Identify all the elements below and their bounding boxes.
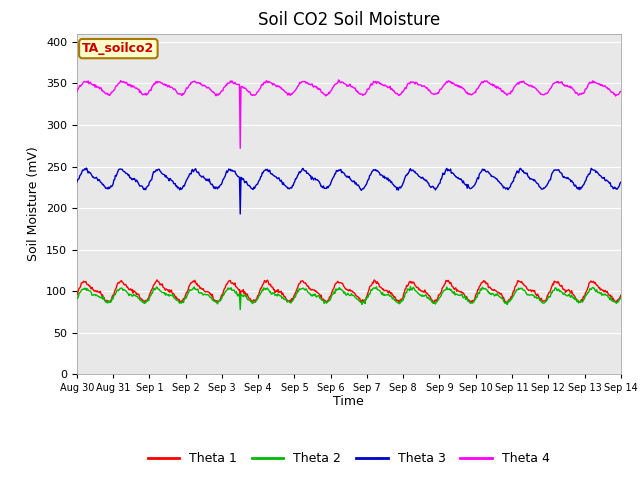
Legend: Theta 1, Theta 2, Theta 3, Theta 4: Theta 1, Theta 2, Theta 3, Theta 4	[143, 447, 554, 470]
Y-axis label: Soil Moisture (mV): Soil Moisture (mV)	[28, 146, 40, 262]
Title: Soil CO2 Soil Moisture: Soil CO2 Soil Moisture	[258, 11, 440, 29]
X-axis label: Time: Time	[333, 395, 364, 408]
Text: TA_soilco2: TA_soilco2	[82, 42, 154, 55]
